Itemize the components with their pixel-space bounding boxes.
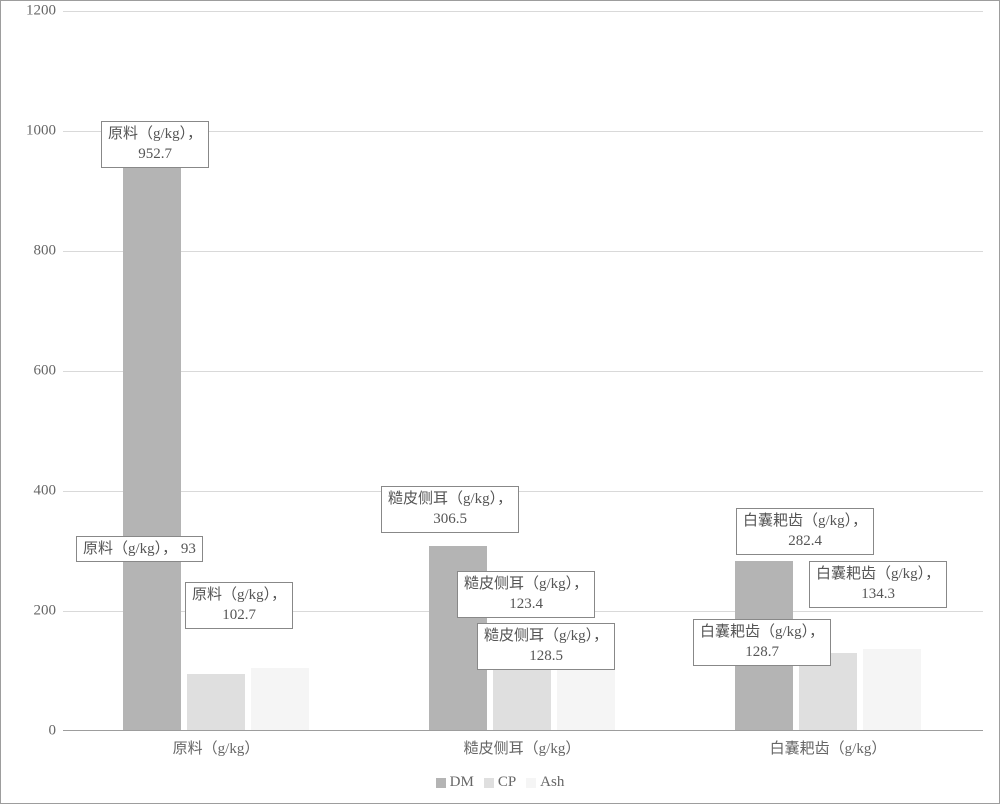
legend-label: DM	[450, 774, 474, 791]
y-tick-label: 1000	[6, 123, 56, 140]
data-label: 原料（g/kg），102.7	[185, 582, 293, 629]
legend-item: CP	[484, 774, 516, 791]
legend-swatch	[526, 778, 536, 788]
bar	[123, 158, 181, 730]
legend: DM CP Ash	[1, 774, 999, 791]
y-tick-label: 200	[6, 603, 56, 620]
x-tick-label: 糙皮侧耳（g/kg）	[369, 737, 675, 758]
data-label: 白囊耙齿（g/kg），128.7	[693, 619, 831, 666]
data-label: 原料（g/kg），952.7	[101, 121, 209, 168]
data-label: 原料（g/kg）， 93	[76, 536, 203, 562]
x-tick-label: 白囊耙齿（g/kg）	[675, 737, 981, 758]
data-label: 糙皮侧耳（g/kg），128.5	[477, 623, 615, 670]
bar	[251, 668, 309, 730]
legend-item: Ash	[526, 774, 564, 791]
bar	[863, 649, 921, 730]
legend-label: CP	[498, 774, 516, 791]
data-label: 糙皮侧耳（g/kg），306.5	[381, 486, 519, 533]
x-tick-label: 原料（g/kg）	[63, 737, 369, 758]
data-label: 糙皮侧耳（g/kg），123.4	[457, 571, 595, 618]
y-tick-label: 0	[6, 723, 56, 740]
y-tick-label: 600	[6, 363, 56, 380]
y-tick-label: 1200	[6, 3, 56, 20]
y-tick-label: 800	[6, 243, 56, 260]
legend-item: DM	[436, 774, 474, 791]
y-tick-label: 400	[6, 483, 56, 500]
data-label: 白囊耙齿（g/kg），134.3	[809, 561, 947, 608]
legend-label: Ash	[540, 774, 564, 791]
bar-chart: 020040060080010001200 原料（g/kg）糙皮侧耳（g/kg）…	[0, 0, 1000, 804]
legend-swatch	[436, 778, 446, 788]
data-label: 白囊耙齿（g/kg），282.4	[736, 508, 874, 555]
bar	[187, 674, 245, 730]
legend-swatch	[484, 778, 494, 788]
